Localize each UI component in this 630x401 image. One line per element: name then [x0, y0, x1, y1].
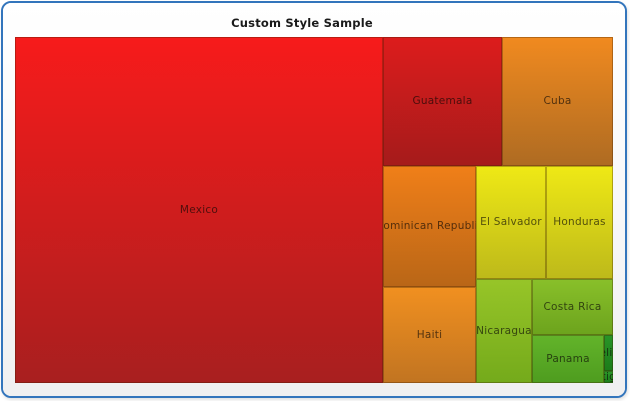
treemap-cell-label: Honduras [553, 216, 606, 229]
treemap-cell-antigua[interactable]: Antigua [604, 371, 613, 383]
treemap-cell-label: Mexico [179, 203, 219, 216]
treemap-cell-cuba[interactable]: Cuba [502, 37, 613, 166]
treemap-cell-label: Costa Rica [543, 300, 602, 313]
treemap-cell-label: Cuba [543, 95, 572, 108]
treemap-cell-guatemala[interactable]: Guatemala [383, 37, 502, 166]
chart-title: Custom Style Sample [231, 16, 373, 30]
treemap-cell-el-salvador[interactable]: El Salvador [476, 166, 546, 279]
treemap-cell-haiti[interactable]: Haiti [383, 287, 476, 383]
treemap-cell-belize[interactable]: Belize [604, 335, 613, 371]
treemap-cell-dominican-republic[interactable]: Dominican Republic [383, 166, 476, 287]
treemap-cell-label: Belize [604, 346, 613, 359]
treemap-cell-label: Antigua [604, 371, 613, 383]
treemap-cell-label: Nicaragua [476, 324, 532, 337]
treemap-cell-label: Guatemala [412, 95, 473, 108]
treemap-cell-label: El Salvador [480, 216, 542, 229]
treemap-cell-label: Dominican Republic [383, 220, 476, 233]
treemap-cell-costa-rica[interactable]: Costa Rica [532, 279, 613, 335]
treemap-cell-honduras[interactable]: Honduras [546, 166, 613, 279]
treemap-cell-panama[interactable]: Panama [532, 335, 604, 383]
treemap-cell-mexico[interactable]: Mexico [15, 37, 383, 383]
treemap-cell-label: Panama [546, 352, 590, 365]
treemap-cell-nicaragua[interactable]: Nicaragua [476, 279, 532, 383]
treemap-cell-label: Haiti [416, 328, 443, 341]
